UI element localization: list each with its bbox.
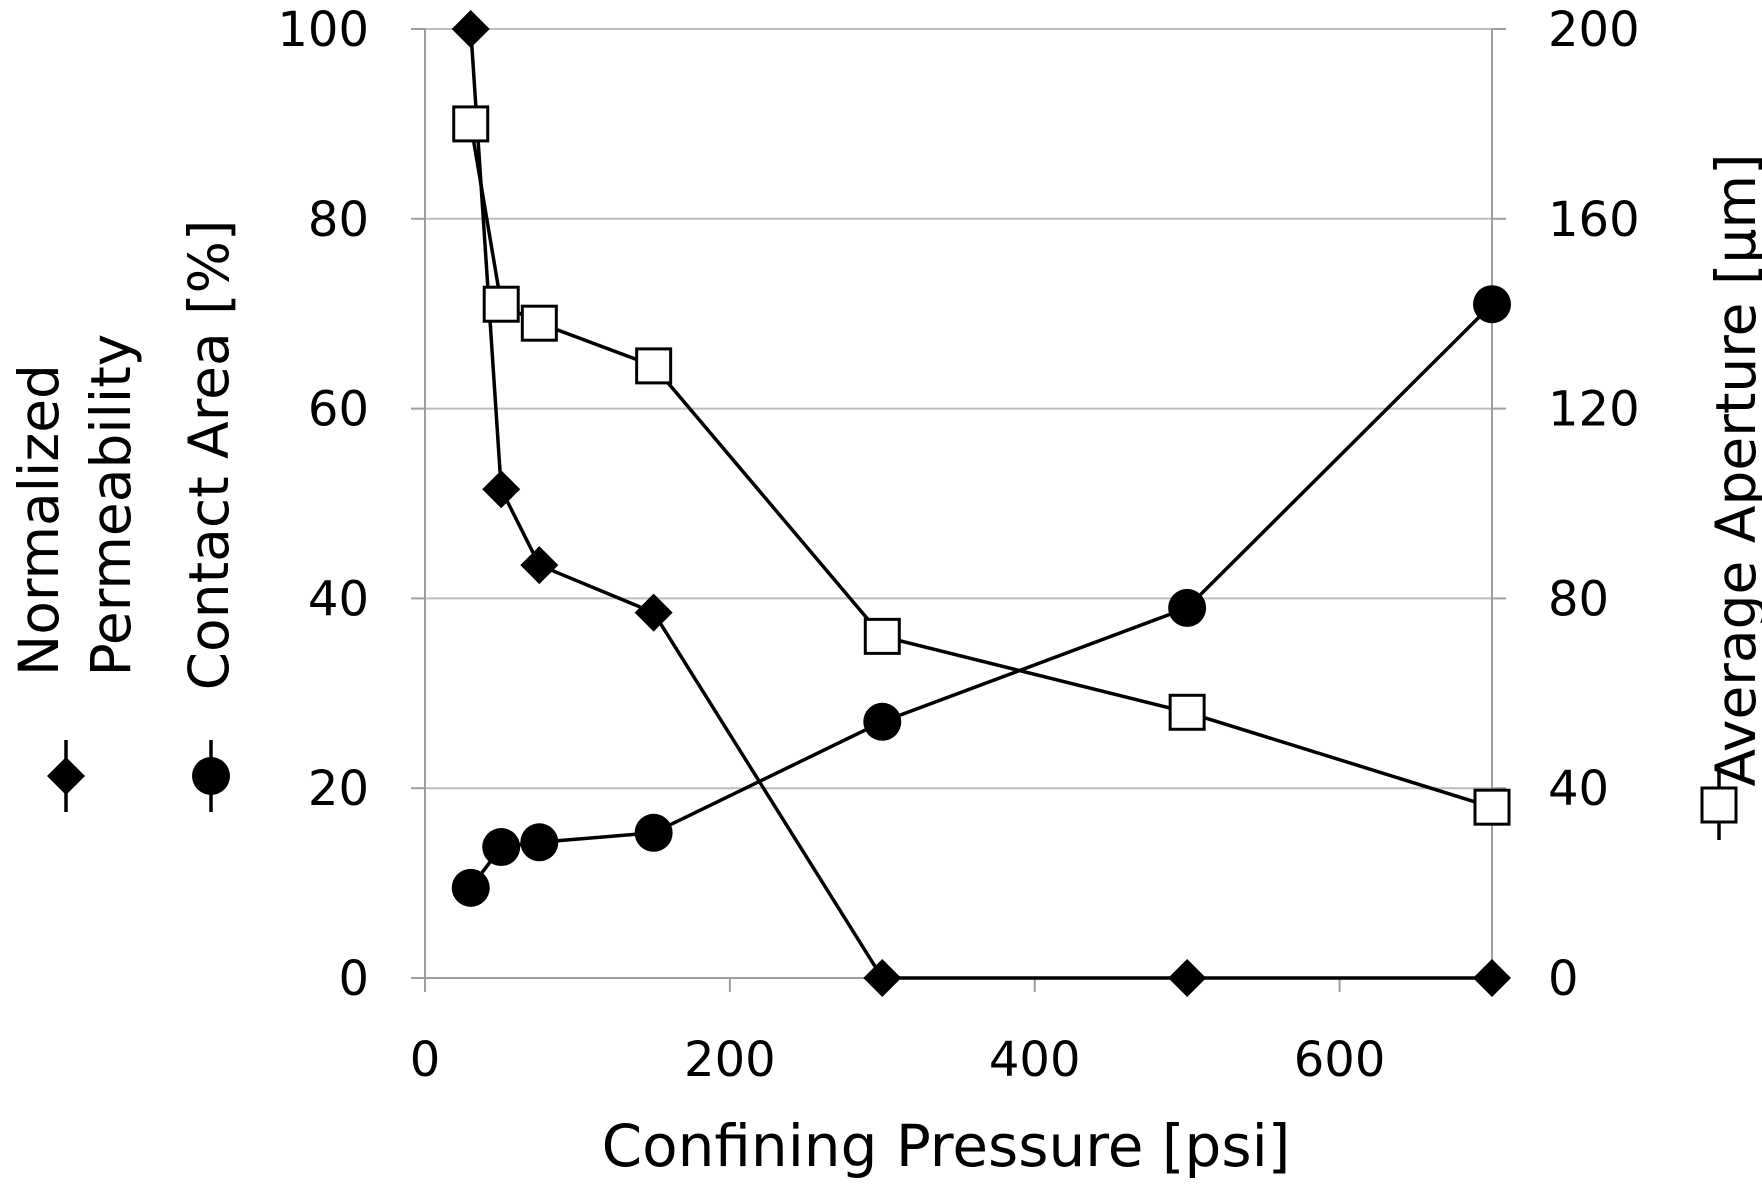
right-tick-label-0: 0: [1548, 951, 1579, 1007]
point-diamond-3: [634, 593, 673, 632]
left-tick-label-40: 40: [308, 571, 369, 627]
right-tick-label-120: 120: [1548, 382, 1640, 438]
point-circle-0: [451, 868, 490, 907]
series-line-circle: [469, 302, 1494, 889]
x-tick-label-0: 0: [410, 1032, 441, 1088]
point-square-2: [520, 304, 558, 342]
right-axis-title: Average Aperture [µm]: [1704, 154, 1762, 787]
point-circle-5: [1168, 588, 1207, 627]
right-tick-label-200: 200: [1548, 2, 1640, 58]
right-tick-label-160: 160: [1548, 192, 1640, 248]
series-diamond: [451, 10, 1511, 997]
point-diamond-5: [1168, 959, 1207, 997]
point-diamond-6: [1473, 959, 1511, 997]
point-circle-4: [863, 702, 902, 741]
point-circle-3: [634, 813, 673, 852]
right-tick-label-80: 80: [1548, 571, 1609, 627]
point-circle-6: [1473, 285, 1511, 324]
x-tick-label-200: 200: [684, 1032, 776, 1088]
point-diamond-0: [451, 10, 490, 48]
legend-marker-circle: [192, 757, 230, 795]
point-square-1: [482, 285, 520, 323]
point-diamond-4: [863, 959, 902, 997]
left-axis-title-line2: Permeability: [79, 334, 143, 677]
x-tick-label-400: 400: [989, 1032, 1081, 1088]
point-circle-1: [482, 828, 521, 867]
left-axis-title-line1: Normalized: [7, 364, 71, 676]
series-group: [451, 10, 1511, 997]
left-tick-label-60: 60: [308, 382, 369, 438]
left-axis-legend-markers: [47, 740, 230, 812]
point-diamond-1: [482, 470, 521, 509]
right-tick-label-40: 40: [1548, 761, 1609, 817]
point-square-4: [863, 617, 901, 655]
point-circle-2: [520, 823, 559, 862]
x-tick-label-600: 600: [1294, 1032, 1386, 1088]
axes: [411, 28, 1506, 992]
x-axis-title: Confining Pressure [psi]: [602, 1112, 1291, 1180]
legend-marker-square: [1700, 786, 1738, 824]
point-square-6: [1473, 788, 1511, 826]
point-square-3: [635, 347, 673, 385]
left-axis-title-contact: Contact Area [%]: [177, 220, 241, 691]
point-diamond-2: [520, 546, 559, 585]
left-tick-label-20: 20: [308, 761, 369, 817]
series-circle: [451, 285, 1511, 907]
left-tick-label-80: 80: [308, 192, 369, 248]
series-square: [452, 105, 1511, 826]
left-tick-label-0: 0: [338, 951, 369, 1007]
grid-lines: [425, 28, 1492, 979]
left-tick-label-100: 100: [277, 2, 369, 58]
point-square-0: [452, 105, 490, 143]
right-axis-legend-marker: [1700, 770, 1738, 840]
point-square-5: [1168, 693, 1206, 731]
legend-marker-diamond: [47, 757, 85, 795]
series-line-square: [469, 123, 1493, 809]
